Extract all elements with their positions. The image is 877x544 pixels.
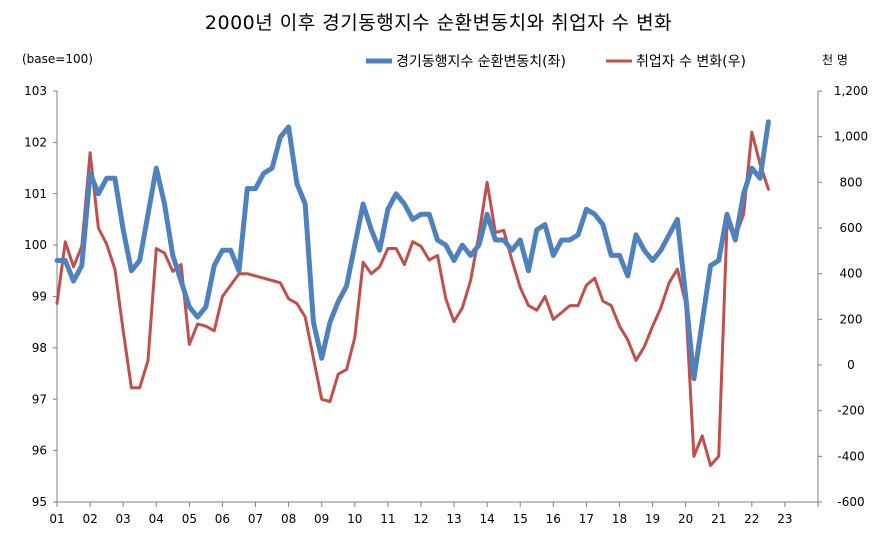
x-axis-ticks: 01 02 03 04 05 06 07 08 09 10 11 12 13 14 15 16 17 18 19 20… — [49, 502, 819, 526]
right-tick-label: -400 — [837, 449, 864, 463]
left-tick-label: 101 — [24, 187, 47, 201]
x-tick-label: 13 — [446, 512, 461, 526]
x-tick-label: 21 — [711, 512, 726, 526]
x-tick-label: 17 — [579, 512, 594, 526]
left-tick-label: 103 — [24, 84, 47, 98]
x-tick-label: 19 — [645, 512, 660, 526]
right-tick-label: 200 — [840, 312, 863, 326]
x-tick-label: 22 — [744, 512, 759, 526]
x-tick-label: 05 — [182, 512, 197, 526]
right-axis-unit-label: 천 명 — [822, 52, 848, 67]
x-tick-label: 11 — [380, 512, 395, 526]
left-tick-label: 95 — [32, 495, 47, 509]
x-tick-label: 03 — [116, 512, 131, 526]
x-tick-label: 01 — [49, 512, 64, 526]
series-line-employment-change — [55, 130, 770, 467]
right-tick-label: -200 — [837, 404, 864, 418]
series-layer — [54, 119, 771, 467]
right-tick-label: 0 — [847, 358, 855, 372]
x-tick-label: 07 — [248, 512, 263, 526]
x-tick-label: 08 — [281, 512, 296, 526]
right-tick-label: 400 — [840, 267, 863, 281]
right-axis-ticks: -600 -400 -200 0 200 400 600 800 1,000 1,200 — [818, 84, 868, 509]
x-tick-label: 04 — [149, 512, 164, 526]
legend-label-employment-change: 취업자 수 변화(우) — [636, 54, 746, 70]
left-tick-label: 99 — [32, 290, 47, 304]
x-tick-label: 18 — [612, 512, 627, 526]
right-tick-label: -600 — [837, 495, 864, 509]
right-tick-label: 800 — [840, 175, 863, 189]
right-tick-label: 1,000 — [834, 130, 868, 144]
x-tick-label: 23 — [777, 512, 792, 526]
left-tick-label: 97 — [32, 392, 47, 406]
x-tick-label: 09 — [314, 512, 329, 526]
series-line-coincident-index — [54, 119, 771, 382]
left-tick-label: 102 — [24, 135, 47, 149]
x-tick-label: 10 — [347, 512, 362, 526]
x-tick-label: 16 — [546, 512, 561, 526]
x-tick-label: 12 — [413, 512, 428, 526]
left-tick-label: 98 — [32, 341, 47, 355]
left-axis-unit-label: (base=100) — [22, 52, 93, 66]
left-tick-label: 100 — [24, 238, 47, 252]
left-axis-ticks: 95 96 97 98 99 100 101 102 103 — [24, 84, 57, 509]
x-tick-label: 15 — [513, 512, 528, 526]
x-tick-label: 14 — [479, 512, 494, 526]
right-tick-label: 600 — [840, 221, 863, 235]
left-tick-label: 96 — [32, 444, 47, 458]
x-tick-label: 06 — [215, 512, 230, 526]
right-tick-label: 1,200 — [834, 84, 868, 98]
chart-title: 2000년 이후 경기동행지수 순환변동치와 취업자 수 변화 — [204, 12, 673, 34]
legend-label-coincident-index: 경기동행지수 순환변동치(좌) — [396, 54, 566, 70]
x-tick-label: 20 — [678, 512, 693, 526]
x-tick-label: 02 — [82, 512, 97, 526]
legend: 경기동행지수 순환변동치(좌) 취업자 수 변화(우) — [366, 54, 746, 70]
